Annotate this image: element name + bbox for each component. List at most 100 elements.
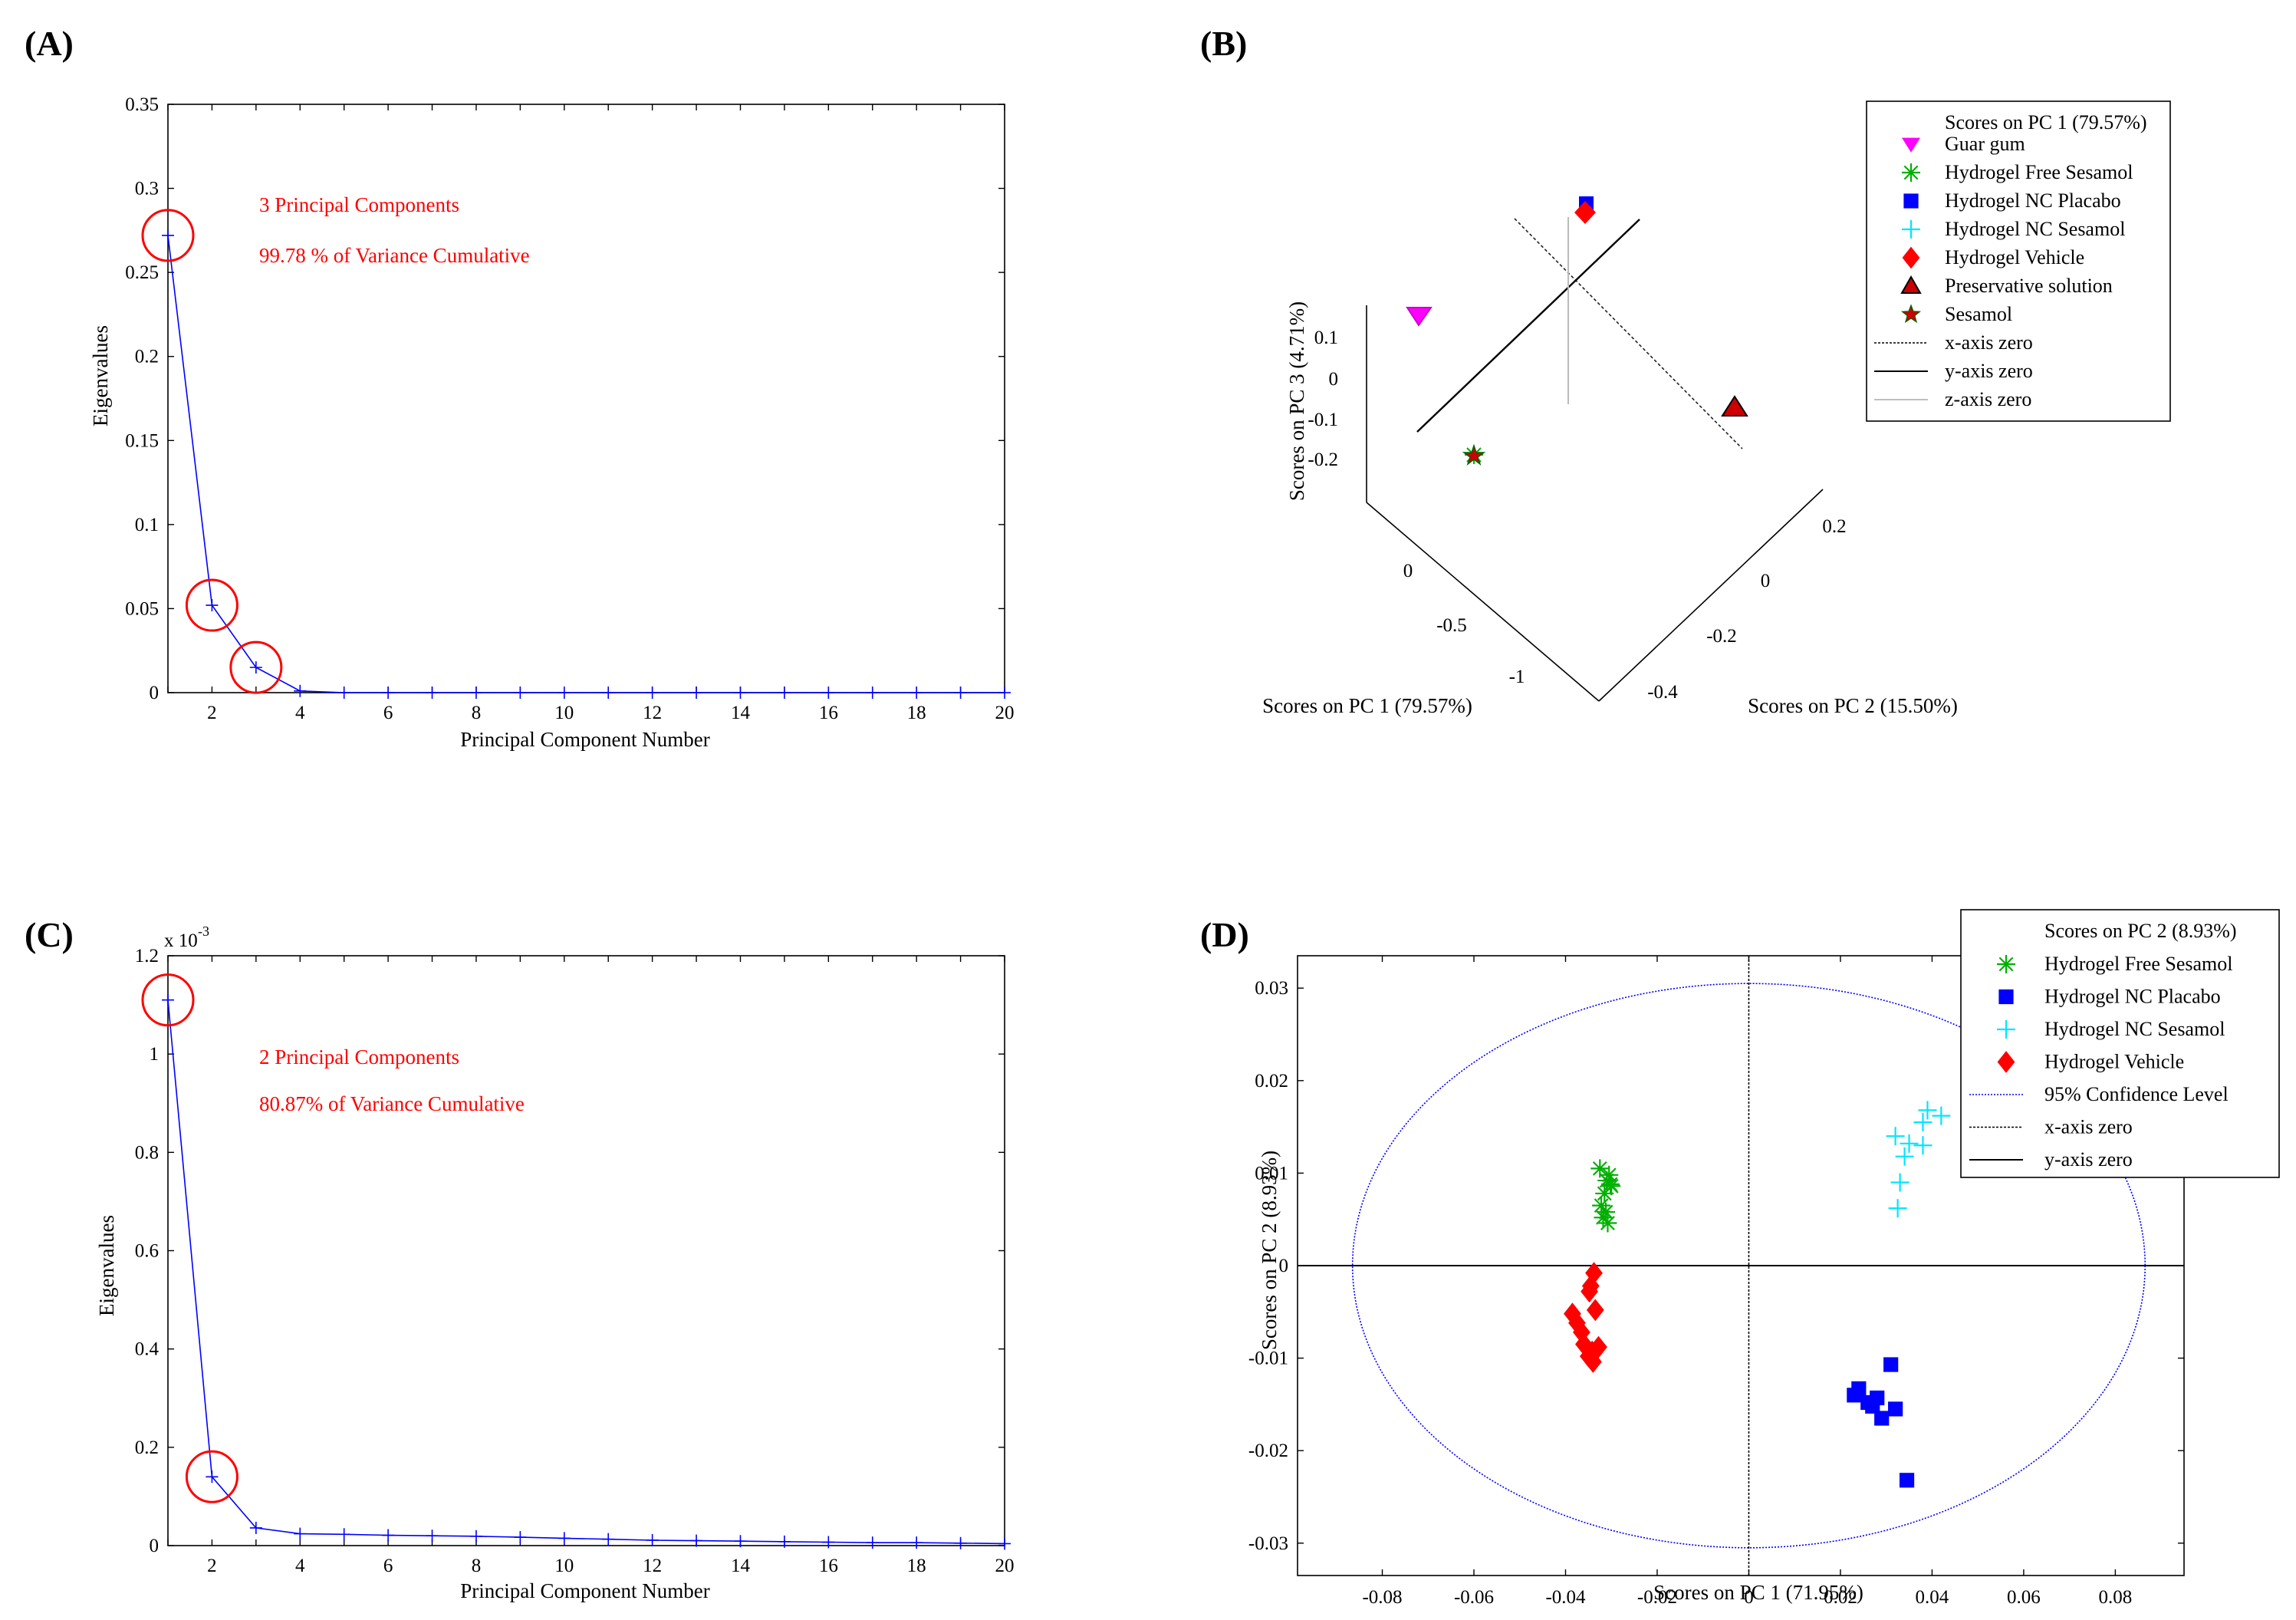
chart-c-point [162,993,174,1006]
chart-d-legend-label: Hydrogel NC Placabo [2044,986,2221,1008]
chart-c-annotation-components: 2 Principal Components [259,1045,459,1068]
chart-d-y-tick-label: 0.03 [1255,978,1288,999]
chart-a-point [558,687,571,699]
chart-c-x-tick-label: 20 [995,1556,1015,1576]
chart-b-point-sesamol [1462,443,1486,466]
chart-d-y-tick-label: -0.01 [1248,1348,1288,1369]
chart-c-scale-exponent: -3 [198,924,209,939]
chart-d-legend-box [1960,909,2280,1178]
chart-c-y-tick-label: 0.2 [135,1437,159,1458]
chart-c-highlight-circle [185,1450,238,1503]
chart-d-y-tick-label: 0.02 [1255,1071,1288,1092]
chart-a-highlight-circle [141,209,195,262]
chart-c-point [337,1528,350,1541]
chart-b-legend-marker [1902,246,1920,269]
chart-a-point [778,687,791,699]
chart-a-point [954,687,967,699]
chart-d-point [1890,1173,1909,1192]
chart-b-legend-marker [1903,193,1919,209]
chart-b-point-hydrogel-vehicle [1574,201,1596,224]
chart-b-pc3-tick: 0.1 [1314,328,1338,348]
chart-b-legend-marker [1900,275,1922,294]
chart-a-point [514,687,527,699]
chart-c-point [866,1536,879,1549]
chart-b-zlabel: Scores on PC 3 (4.71%) [1285,301,1308,501]
chart-b-legend-entries: Scores on PC 1 (79.57%)Guar gum Hydrogel … [1874,111,2147,410]
chart-a-x-tick-label: 12 [643,703,662,723]
chart-a-point [249,661,262,674]
chart-d-legend: Scores on PC 2 (8.93%) Hydrogel Free Sesa… [1960,909,2280,1178]
chart-d-legend-label: 95% Confidence Level [2044,1083,2229,1105]
chart-d-legend-marker [1997,1020,2015,1039]
chart-a-point [646,687,659,699]
chart-c-ylabel: Eigenvalues [95,1215,118,1316]
chart-c-point [778,1535,791,1548]
chart-c-point [294,1527,307,1540]
chart-d-legend-title: Scores on PC 2 (8.93%) [2044,920,2237,942]
chart-b-xlabel: Scores on PC 1 (79.57%) [1262,694,1472,717]
chart-c-y-tick-label: 1 [150,1044,160,1065]
chart-d-ylabel: Scores on PC 2 (8.93%) [1258,1151,1281,1350]
chart-a-x-tick-label: 8 [472,703,482,723]
chart-d-point [1586,1299,1604,1322]
chart-a-y-tick-label: 0.1 [135,515,159,535]
chart-c-x-tick-label: 8 [472,1556,482,1576]
chart-c-point [734,1535,747,1548]
chart-c-point [822,1536,835,1549]
chart-a-point [469,687,482,699]
chart-b-y-axis-zero [1416,219,1640,433]
chart-b-pc2-tick: 0.2 [1822,516,1846,537]
chart-a-y-tick-label: 0 [150,683,160,703]
chart-a-highlight-circle [185,578,238,632]
chart-a-annotation-components: 3 Principal Components [259,193,459,216]
chart-c-point [426,1529,439,1543]
chart-b-legend-label: Guar gum [1945,133,2025,155]
chart-d-point [1932,1106,1951,1125]
chart-d-point [1888,1401,1903,1417]
chart-d-y-tick-label: 0 [1279,1256,1289,1276]
chart-b-pc2-tick: -0.2 [1706,626,1737,647]
chart-d-point [1899,1473,1915,1488]
chart-a-point [822,687,835,699]
chart-d-x-tick-label: -0.06 [1454,1587,1494,1608]
chart-b-legend-label: Hydrogel Vehicle [1945,246,2084,268]
chart-a-ylabel: Eigenvalues [89,325,112,426]
chart-a-series-line [167,235,1005,693]
chart-d-legend-label: y-axis zero [2044,1148,2133,1171]
chart-d-point [1584,1351,1602,1373]
chart-c-y-tick-label: 0.4 [135,1339,160,1360]
chart-b-x-axis-zero [1514,218,1743,449]
chart-c-highlight-circle [141,973,195,1027]
chart-b-legend-marker [1902,220,1920,239]
chart-c-y-tick-label: 0.6 [135,1241,159,1262]
chart-b-legend-marker [1902,163,1920,182]
chart-c-y-tick-label: 0 [150,1536,160,1556]
chart-d-point [1585,1262,1603,1285]
chart-d-y-tick-label: 0.01 [1255,1163,1288,1184]
chart-d-x-tick-label: -0.02 [1637,1587,1677,1608]
chart-d: Scores on PC 1 (71.95%) Scores on PC 2 (… [1248,909,2280,1608]
chart-a-x-tick-label: 14 [731,703,751,723]
chart-c-point [382,1529,395,1542]
chart-d-x-tick-label: 0.08 [2099,1587,2133,1608]
chart-d-point [1913,1136,1933,1155]
chart-c: x 10 -3 2 Principal Components 80.87% of… [95,924,1015,1602]
chart-b-point-guar-gum [1406,307,1433,327]
chart-c-x-tick-label: 6 [383,1556,393,1576]
chart-a-x-tick-label: 18 [907,703,926,723]
chart-c-point [469,1529,482,1543]
chart-c-point [646,1533,659,1546]
chart-a-point [910,687,923,699]
chart-a-x-tick-label: 6 [383,703,393,723]
panel-label-d: (D) [1200,915,1249,954]
chart-b-legend-label: Preservative solution [1945,275,2113,297]
chart-d-point [1574,1333,1593,1355]
chart-d-y-tick-label: -0.02 [1248,1441,1288,1461]
chart-b-legend-label: Hydrogel NC Sesamol [1945,218,2125,240]
chart-b-pc3-tick: -0.2 [1308,449,1338,470]
chart-d-x-tick-label: -0.08 [1362,1587,1402,1608]
chart-a-point [294,684,307,697]
chart-d-point [1590,1335,1607,1358]
panel-label-c: (C) [25,915,74,954]
chart-b-ylabel: Scores on PC 2 (15.50%) [1748,694,1958,717]
